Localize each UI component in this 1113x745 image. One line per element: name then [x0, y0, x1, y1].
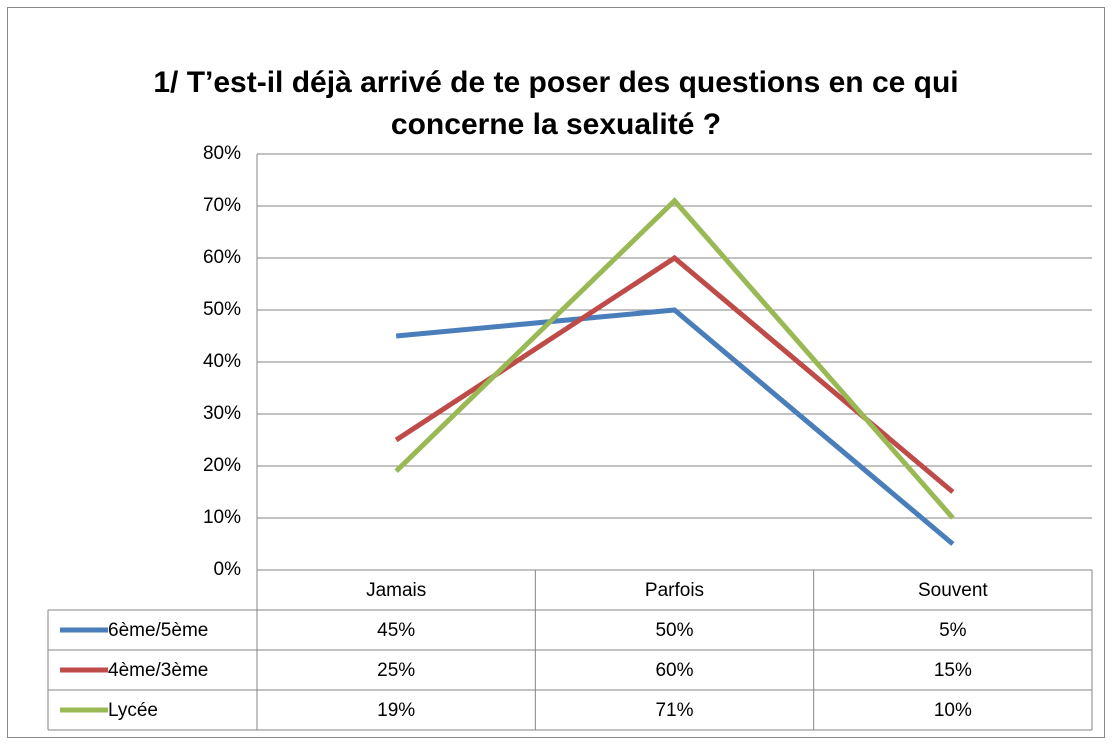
table-value: 60% [655, 660, 693, 681]
y-tick-label: 40% [203, 351, 241, 372]
y-tick-label: 70% [203, 195, 241, 216]
series-line [395, 307, 955, 546]
x-tick-label: Jamais [366, 580, 426, 601]
legend-label: 6ème/5ème [108, 620, 208, 641]
table-value: 71% [655, 700, 693, 721]
y-tick-label: 0% [214, 559, 242, 580]
legend-label: Lycée [108, 700, 158, 721]
y-tick-label: 60% [203, 247, 241, 268]
table-value: 10% [934, 700, 972, 721]
chart-frame [7, 7, 1105, 738]
table-value: 15% [934, 660, 972, 681]
y-tick-label: 10% [203, 507, 241, 528]
y-tick-label: 50% [203, 299, 241, 320]
y-tick-label: 30% [203, 403, 241, 424]
table-value: 50% [655, 620, 693, 641]
y-tick-label: 80% [203, 143, 241, 164]
y-tick-label: 20% [203, 455, 241, 476]
table-value: 19% [377, 700, 415, 721]
series-line [394, 197, 955, 520]
table-value: 45% [377, 620, 415, 641]
table-value: 25% [377, 660, 415, 681]
legend-label: 4ème/3ème [108, 660, 208, 681]
table-value: 5% [939, 620, 967, 641]
x-tick-label: Parfois [645, 580, 704, 601]
x-tick-label: Souvent [918, 580, 988, 601]
chart-title: 1/ T’est-il déjà arrivé de te poser des … [153, 66, 959, 141]
